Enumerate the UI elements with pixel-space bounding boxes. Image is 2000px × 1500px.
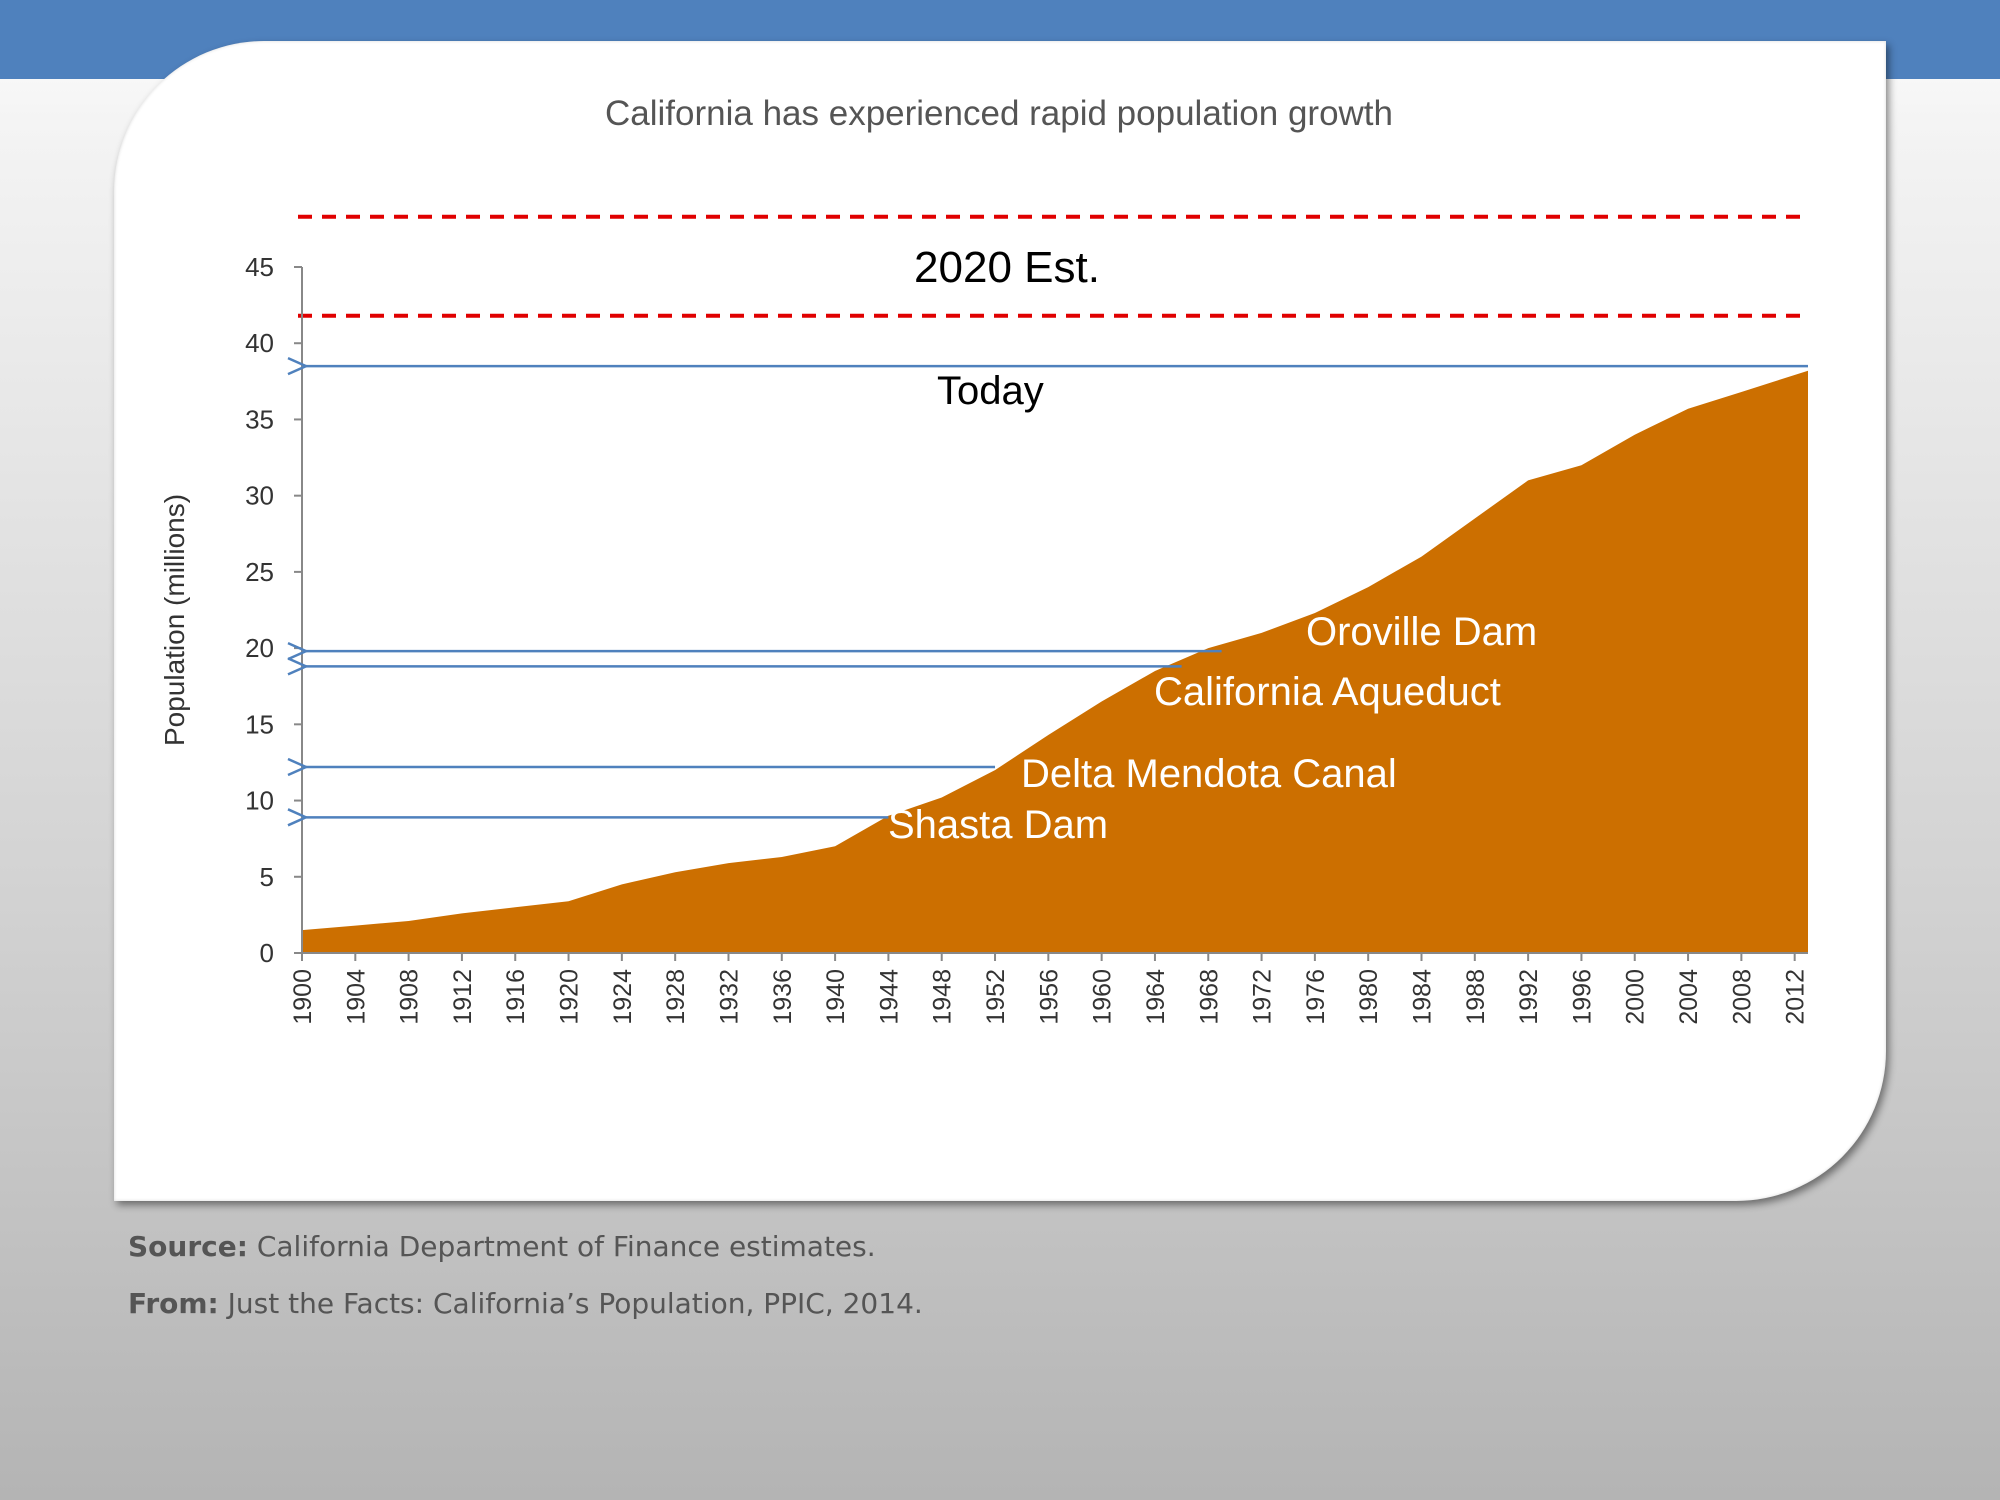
y-tick-label: 40 bbox=[245, 328, 274, 358]
x-tick-label: 1968 bbox=[1195, 969, 1223, 1025]
x-tick-label: 1916 bbox=[502, 969, 530, 1025]
oroville-dam-label: Oroville Dam bbox=[1306, 610, 1537, 654]
x-tick-label: 1992 bbox=[1515, 969, 1543, 1025]
x-tick-label: 1920 bbox=[556, 969, 584, 1025]
from-text: Just the Facts: California’s Population,… bbox=[227, 1287, 923, 1320]
x-tick-label: 1964 bbox=[1142, 969, 1170, 1025]
x-tick-label: 1988 bbox=[1462, 969, 1490, 1025]
y-tick-label: 45 bbox=[245, 252, 274, 282]
x-tick-label: 1936 bbox=[769, 969, 797, 1025]
y-axis-title: Population (millions) bbox=[159, 494, 190, 746]
from-caption: From: Just the Facts: California’s Popul… bbox=[128, 1287, 923, 1320]
x-tick-label: 1956 bbox=[1035, 969, 1063, 1025]
x-tick-label: 2008 bbox=[1728, 969, 1756, 1025]
y-tick-label: 25 bbox=[245, 557, 274, 587]
from-label: From: bbox=[128, 1287, 219, 1320]
population-chart: California has experienced rapid populat… bbox=[159, 94, 1810, 1025]
x-tick-label: 1996 bbox=[1568, 969, 1596, 1025]
x-tick-label: 1940 bbox=[822, 969, 850, 1025]
shasta-dam-label: Shasta Dam bbox=[888, 803, 1108, 847]
plot-area: 2020 Est. 0 5 10 15 20 25 30 35 40 45 Population (m… bbox=[159, 214, 1810, 1025]
x-tick-label: 1900 bbox=[289, 969, 317, 1025]
x-tick-label: 1952 bbox=[982, 969, 1010, 1025]
x-tick-label: 1948 bbox=[929, 969, 957, 1025]
x-tick-label: 1980 bbox=[1355, 969, 1383, 1025]
x-tick-label: 2004 bbox=[1675, 969, 1703, 1025]
y-tick-label: 5 bbox=[260, 862, 274, 892]
x-tick-label: 2000 bbox=[1622, 969, 1650, 1025]
y-tick-label: 0 bbox=[260, 938, 274, 968]
source-caption: Source: California Department of Finance… bbox=[128, 1230, 876, 1263]
x-tick-label: 1928 bbox=[662, 969, 690, 1025]
delta-mendota-canal-label: Delta Mendota Canal bbox=[1021, 752, 1397, 796]
x-tick-label: 2012 bbox=[1782, 969, 1810, 1025]
estimate-label: 2020 Est. bbox=[914, 243, 1100, 292]
source-label: Source: bbox=[128, 1230, 248, 1263]
chart-title: California has experienced rapid populat… bbox=[605, 94, 1393, 133]
x-tick-label: 1924 bbox=[609, 969, 637, 1025]
x-tick-label: 1984 bbox=[1409, 969, 1437, 1025]
today-label: Today bbox=[937, 369, 1044, 413]
x-tick-label: 1912 bbox=[449, 969, 477, 1025]
y-tick-label: 10 bbox=[245, 786, 274, 816]
x-tick-label: 1944 bbox=[875, 969, 903, 1025]
y-tick-label: 20 bbox=[245, 633, 274, 663]
x-tick-label: 1932 bbox=[715, 969, 743, 1025]
source-text: California Department of Finance estimat… bbox=[256, 1230, 876, 1263]
y-tick-label: 30 bbox=[245, 481, 274, 511]
x-tick-label: 1908 bbox=[396, 969, 424, 1025]
population-area bbox=[302, 370, 1808, 953]
x-tick-label: 1960 bbox=[1089, 969, 1117, 1025]
chart-card: California has experienced rapid populat… bbox=[114, 41, 1886, 1201]
california-aqueduct-label: California Aqueduct bbox=[1154, 670, 1501, 714]
x-tick-label: 1976 bbox=[1302, 969, 1330, 1025]
x-tick-label: 1972 bbox=[1249, 969, 1277, 1025]
y-tick-label: 15 bbox=[245, 709, 274, 739]
y-tick-label: 35 bbox=[245, 404, 274, 434]
x-tick-label: 1904 bbox=[342, 969, 370, 1025]
